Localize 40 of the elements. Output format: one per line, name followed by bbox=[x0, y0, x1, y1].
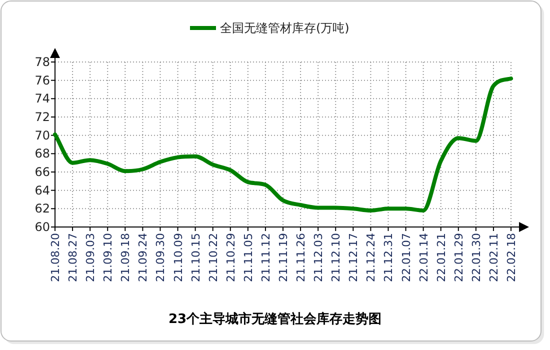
x-tick-label: 21.12.17 bbox=[347, 233, 360, 282]
x-tick-label: 21.11.26 bbox=[294, 233, 308, 282]
x-tick-label: 21.11.12 bbox=[259, 233, 272, 282]
y-tick-label: 68 bbox=[34, 146, 50, 161]
x-tick-label: 22.01.30 bbox=[470, 233, 483, 282]
line-series bbox=[53, 76, 513, 212]
x-tick-label: 21.11.05 bbox=[242, 233, 255, 282]
x-tick-label: 22.01.21 bbox=[434, 233, 448, 282]
x-tick-label: 21.12.10 bbox=[330, 233, 343, 282]
y-tick-label: 66 bbox=[34, 165, 50, 179]
x-tick-label: 22.02.11 bbox=[487, 233, 500, 282]
x-tick-label: 21.09.18 bbox=[119, 233, 132, 282]
x-tick-label: 22.01.14 bbox=[417, 233, 430, 282]
x-tick-label: 21.10.22 bbox=[206, 233, 220, 282]
y-tick-label: 64 bbox=[34, 183, 50, 198]
x-tick-label: 21.11.19 bbox=[277, 233, 290, 282]
x-tick-label: 21.08.20 bbox=[49, 233, 62, 282]
x-tick-label: 21.10.29 bbox=[224, 233, 238, 282]
y-tick-label: 60 bbox=[34, 220, 50, 234]
y-tick-label: 78 bbox=[34, 55, 50, 69]
x-tick-label: 21.09.03 bbox=[84, 233, 98, 282]
legend-label: 全国无缝管材库存(万吨) bbox=[220, 21, 350, 35]
y-tick-label: 74 bbox=[34, 92, 50, 106]
x-tick-label: 21.10.09 bbox=[172, 233, 185, 282]
x-tick-label: 21.08.27 bbox=[66, 233, 80, 282]
x-tick-label: 21.10.15 bbox=[189, 233, 202, 282]
y-tick-label: 72 bbox=[34, 110, 50, 124]
x-tick-label: 22.01.07 bbox=[400, 233, 413, 282]
x-tick-label: 21.12.24 bbox=[364, 233, 378, 282]
y-tick-label: 70 bbox=[34, 128, 50, 142]
x-tick-label: 21.09.10 bbox=[102, 233, 115, 282]
x-tick-label: 22.01.29 bbox=[452, 233, 466, 282]
x-tick-label: 22.02.18 bbox=[505, 233, 518, 282]
y-tick-label: 76 bbox=[34, 73, 50, 88]
x-tick-label: 21.09.30 bbox=[154, 233, 168, 282]
x-tick-label: 21.12.03 bbox=[312, 233, 326, 282]
x-tick-label: 21.09.24 bbox=[136, 233, 150, 282]
x-tick-label: 21.12.31 bbox=[382, 233, 396, 282]
text: 23个主导城市无缝管社会库存走势图 bbox=[168, 311, 382, 327]
y-tick-label: 62 bbox=[34, 202, 50, 216]
